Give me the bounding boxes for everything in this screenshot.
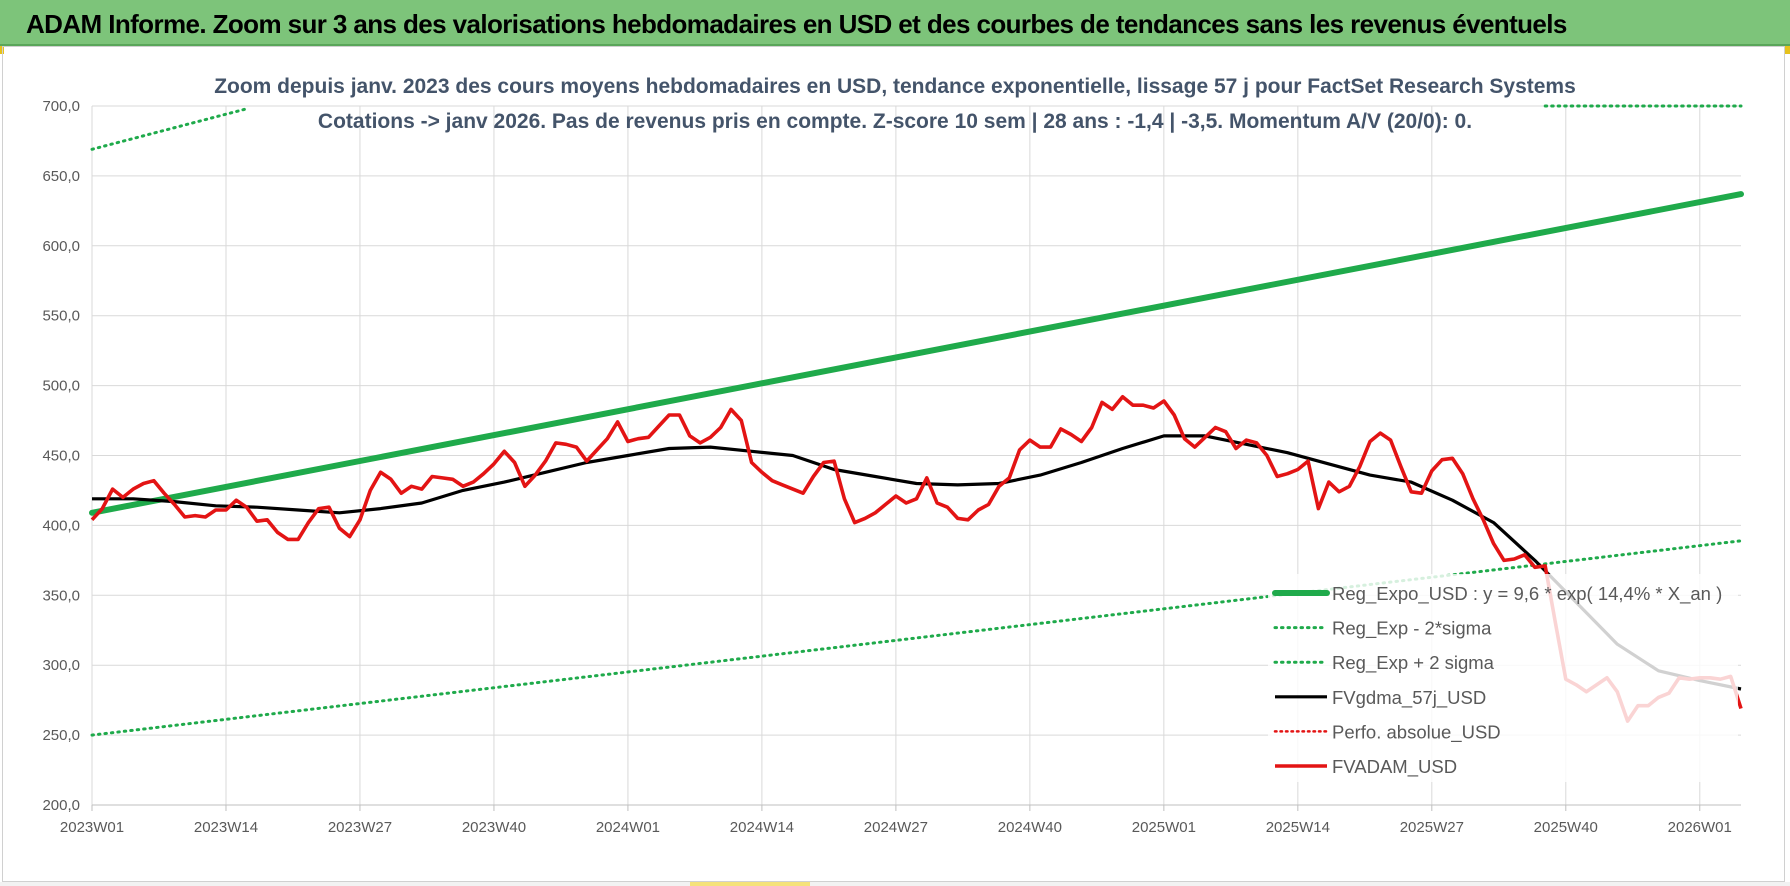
frame-bottom-edge	[0, 882, 1790, 886]
y-tick-label: 550,0	[42, 308, 80, 325]
x-tick-label: 2025W40	[1534, 819, 1598, 836]
legend-label: FVADAM_USD	[1332, 756, 1457, 778]
corner-marker-right	[1784, 46, 1790, 54]
x-tick-label: 2023W01	[60, 819, 124, 836]
x-tick-label: 2026W01	[1668, 819, 1732, 836]
x-tick-label: 2023W40	[462, 819, 526, 836]
legend-label: FVgdma_57j_USD	[1332, 687, 1486, 709]
chart-subtitle: Cotations -> janv 2026. Pas de revenus p…	[318, 110, 1472, 133]
x-tick-label: 2024W14	[730, 819, 794, 836]
report-banner: ADAM Informe. Zoom sur 3 ans des valoris…	[0, 0, 1790, 46]
y-tick-label: 250,0	[42, 727, 80, 744]
x-tick-label: 2023W27	[328, 819, 392, 836]
y-tick-label: 650,0	[42, 168, 80, 185]
series-group	[89, 104, 1744, 737]
x-tick-label: 2023W14	[194, 819, 258, 836]
x-tick-label: 2025W01	[1132, 819, 1196, 836]
frame-bottom-highlight	[690, 882, 810, 886]
y-tick-label: 450,0	[42, 448, 80, 465]
legend: Reg_Expo_USD : y = 9,6 * exp( 14,4% * X_…	[1272, 583, 1722, 778]
series-line-fvadam-usd-price	[90, 395, 1743, 723]
axes: 200,0 250,0 300,0 350,0 400,0 450,0 500,0 550,0…	[42, 98, 1741, 836]
y-tick-label: 500,0	[42, 378, 80, 395]
series-line-fvgdma-57j-usd-fv	[92, 434, 1742, 691]
x-tick-label: 2024W27	[864, 819, 928, 836]
x-tick-label: 2025W14	[1266, 819, 1330, 836]
y-tick-label: 300,0	[42, 657, 80, 674]
legend-label: Reg_Exp - 2*sigma	[1332, 618, 1492, 640]
y-tick-label: 700,0	[42, 98, 80, 115]
y-tick-label: 200,0	[42, 797, 80, 814]
series-line-reg-exp-dotted	[90, 539, 1743, 737]
x-tick-label: 2024W01	[596, 819, 660, 836]
y-tick-label: 400,0	[42, 517, 80, 534]
legend-background	[1268, 574, 1738, 782]
report-title: ADAM Informe. Zoom sur 3 ans des valoris…	[26, 9, 1567, 39]
series-line-reg-expo-usd-trend	[89, 191, 1744, 516]
chart-title: Zoom depuis janv. 2023 des cours moyens …	[214, 75, 1576, 98]
y-tick-label: 350,0	[42, 587, 80, 604]
series-line-reg-exp-dotted	[90, 104, 1743, 151]
legend-label: Reg_Expo_USD : y = 9,6 * exp( 14,4% * X_…	[1332, 583, 1722, 605]
legend-label: Perfo. absolue_USD	[1332, 721, 1501, 743]
x-tick-label: 2025W27	[1400, 819, 1464, 836]
legend-label: Reg_Exp + 2 sigma	[1332, 652, 1495, 674]
x-tick-label: 2024W40	[998, 819, 1062, 836]
y-tick-label: 600,0	[42, 238, 80, 255]
chart-frame	[2, 46, 1785, 882]
